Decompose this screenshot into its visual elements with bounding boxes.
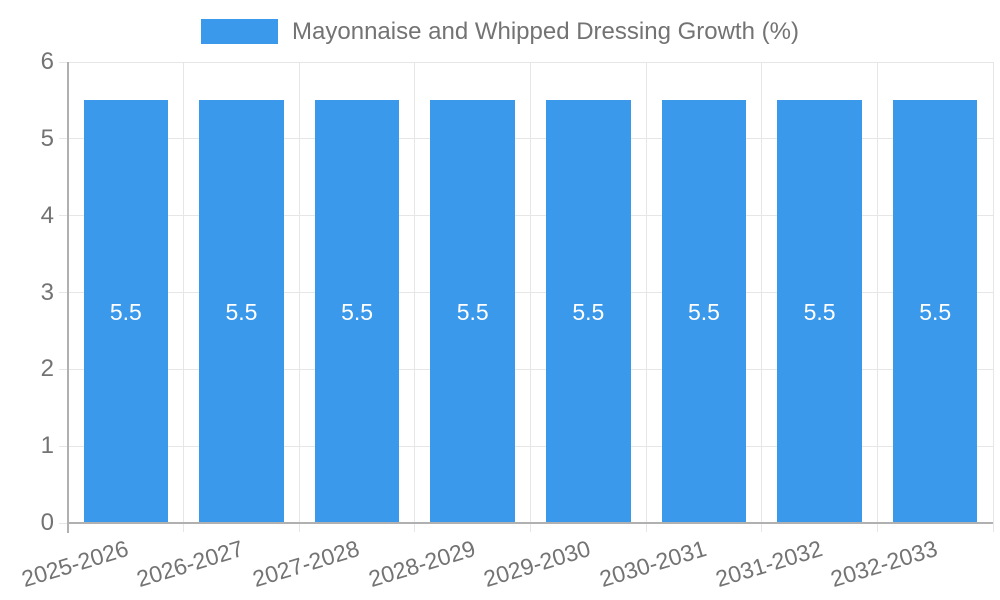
bar: 5.5 [430,100,515,523]
bar-value-label: 5.5 [109,298,142,325]
y-tick-label: 6 [40,48,54,75]
bar-value-label: 5.5 [225,298,258,325]
x-gridline [761,62,763,532]
bar: 5.5 [777,100,862,523]
y-axis-line [67,62,69,533]
x-gridline [530,62,531,532]
y-tick [59,368,68,370]
y-tick-label: 0 [40,509,54,536]
y-tick [59,215,68,217]
x-gridline [645,62,647,532]
y-tick-label: 1 [40,432,54,460]
y-tick-label: 3 [40,278,54,306]
x-axis-line [68,522,993,524]
bar-value-label: 5.5 [803,298,836,325]
bar-value-label: 5.5 [341,298,374,325]
bar-value-label: 5.5 [687,298,720,325]
y-tick-label: 4 [40,201,54,229]
chart-legend: Mayonnaise and Whipped Dressing Growth (… [0,19,1000,44]
y-tick [59,445,68,447]
x-gridline [414,62,416,532]
x-gridline [876,62,878,532]
bar: 5.5 [314,100,400,523]
y-tick [59,61,68,63]
bar-value-label: 5.5 [456,298,489,325]
legend-swatch [201,19,279,44]
y-tick-label: 2 [40,355,54,383]
bar: 5.5 [83,100,169,523]
bar-value-label: 5.5 [572,298,605,325]
y-tick [59,138,68,140]
x-gridline [992,62,994,532]
x-gridline [298,62,300,532]
legend-label: Mayonnaise and Whipped Dressing Growth (… [292,18,799,45]
bar-value-label: 5.5 [919,298,952,325]
bar: 5.5 [199,100,284,523]
y-tick [59,292,68,293]
bar: 5.5 [892,100,978,523]
bar: 5.5 [661,100,747,523]
plot-area: 5.5 5.5 5.5 5.5 5.5 5.5 5.5 5.5 [59,61,994,533]
x-gridline [183,62,185,532]
y-tick-label: 5 [40,124,54,152]
bar: 5.5 [546,100,631,523]
y-tick [59,522,68,524]
